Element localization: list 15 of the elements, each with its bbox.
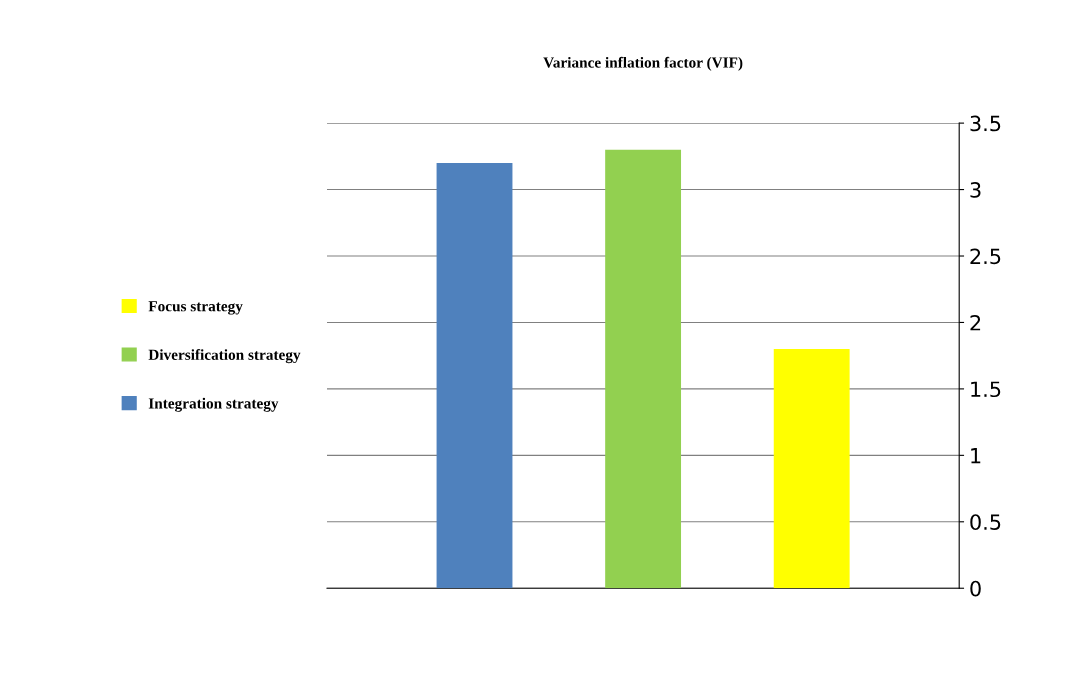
chart-title: Variance inflation factor (VIF) — [543, 56, 743, 71]
bar — [773, 349, 850, 589]
y-tick-label: 0.5 — [970, 514, 1001, 531]
y-tick-label: 2.5 — [970, 248, 1001, 265]
y-tick-label: 1 — [971, 448, 981, 464]
legend-label: Focus strategy — [148, 301, 243, 315]
y-tick-label: 0 — [970, 580, 981, 597]
bar — [605, 149, 682, 589]
y-tick-label: 2 — [970, 314, 981, 331]
y-tick-label: 3.5 — [970, 115, 1001, 132]
bar — [436, 162, 513, 589]
legend-label: Integration strategy — [148, 397, 279, 412]
legend-label: Diversification strategy — [148, 349, 301, 364]
y-tick-label: 1.5 — [971, 381, 1001, 398]
y-tick-label: 3 — [970, 182, 981, 198]
